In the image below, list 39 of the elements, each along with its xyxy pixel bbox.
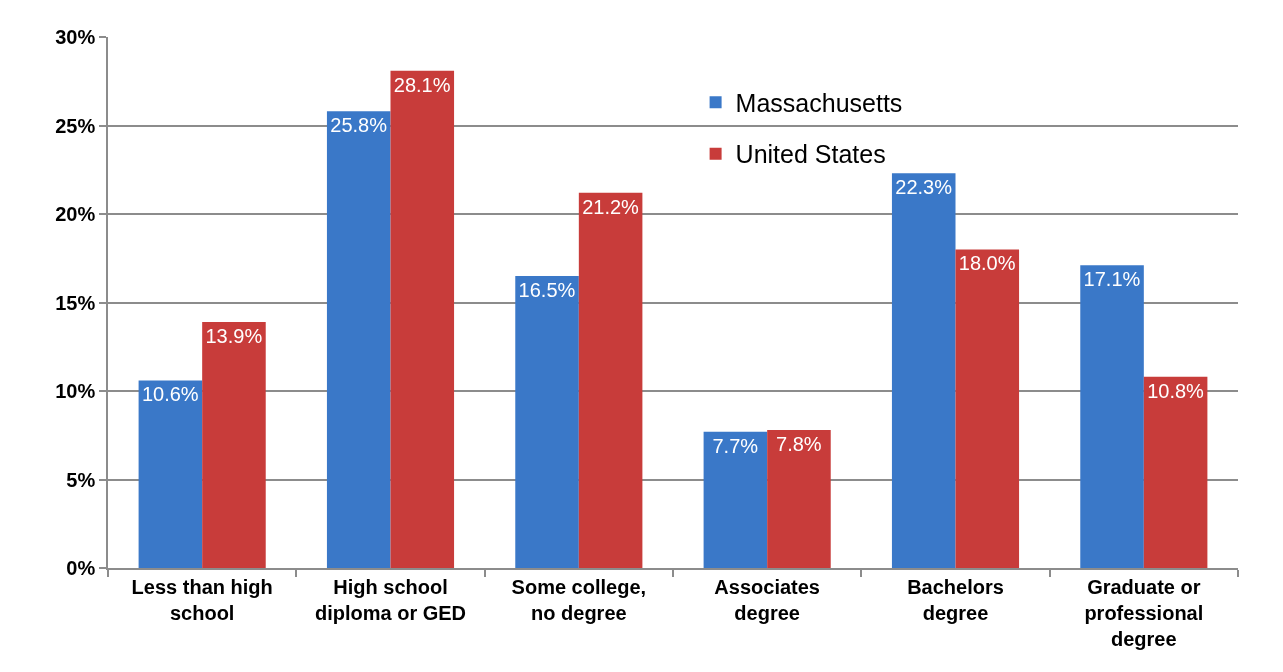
bar: [1080, 265, 1144, 568]
data-label: 7.7%: [712, 434, 759, 457]
x-tick-label: Graduate or professional degree: [1084, 575, 1204, 650]
x-tick-label: Associates degree: [714, 575, 820, 624]
x-tick-label: Less than high school: [131, 575, 273, 624]
y-tick-label: 5%: [66, 468, 96, 491]
y-tick-label: 20%: [55, 203, 96, 225]
bar: [390, 70, 455, 568]
y-tick-label: 15%: [55, 291, 96, 314]
legend-label: United States: [735, 140, 886, 169]
bar: [1143, 376, 1208, 568]
bar: [515, 275, 579, 568]
bar: [138, 380, 203, 568]
data-label: 7.8%: [776, 432, 822, 455]
x-tick-label: Bachelors degree: [907, 575, 1004, 624]
y-tick-label: 25%: [55, 114, 96, 137]
data-label: 10.6%: [141, 383, 199, 406]
data-label: 13.9%: [205, 324, 263, 347]
bar: [891, 173, 956, 568]
y-tick-label: 30%: [55, 26, 96, 48]
bar: [767, 429, 831, 568]
bar: [326, 111, 391, 568]
data-label: 25.8%: [330, 114, 388, 137]
data-label: 10.8%: [1147, 379, 1205, 402]
bar: [578, 192, 643, 568]
data-label: 22.3%: [895, 176, 953, 199]
y-tick-label: 0%: [66, 557, 96, 579]
legend-label: Massachusetts: [735, 88, 903, 117]
x-tick-label: Some college, no degree: [511, 575, 647, 624]
bar: [703, 431, 768, 568]
data-label: 28.1%: [393, 73, 451, 96]
data-label: 17.1%: [1083, 268, 1141, 291]
y-tick-label: 10%: [55, 380, 96, 402]
x-tick-label: High school diploma or GED: [314, 575, 467, 624]
data-label: 16.5%: [518, 278, 576, 301]
data-label: 21.2%: [582, 195, 640, 218]
data-label: 18.0%: [958, 252, 1016, 275]
bar: [202, 321, 266, 568]
bar: [955, 249, 1020, 568]
